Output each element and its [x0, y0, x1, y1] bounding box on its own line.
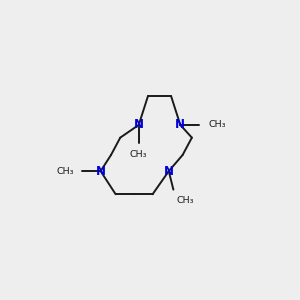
Text: CH₃: CH₃ [208, 120, 226, 129]
Text: CH₃: CH₃ [176, 196, 194, 205]
Text: N: N [175, 118, 185, 131]
Text: CH₃: CH₃ [130, 150, 148, 159]
Text: N: N [134, 118, 144, 131]
Text: N: N [164, 165, 174, 178]
Text: CH₃: CH₃ [57, 167, 74, 176]
Text: N: N [96, 165, 106, 178]
